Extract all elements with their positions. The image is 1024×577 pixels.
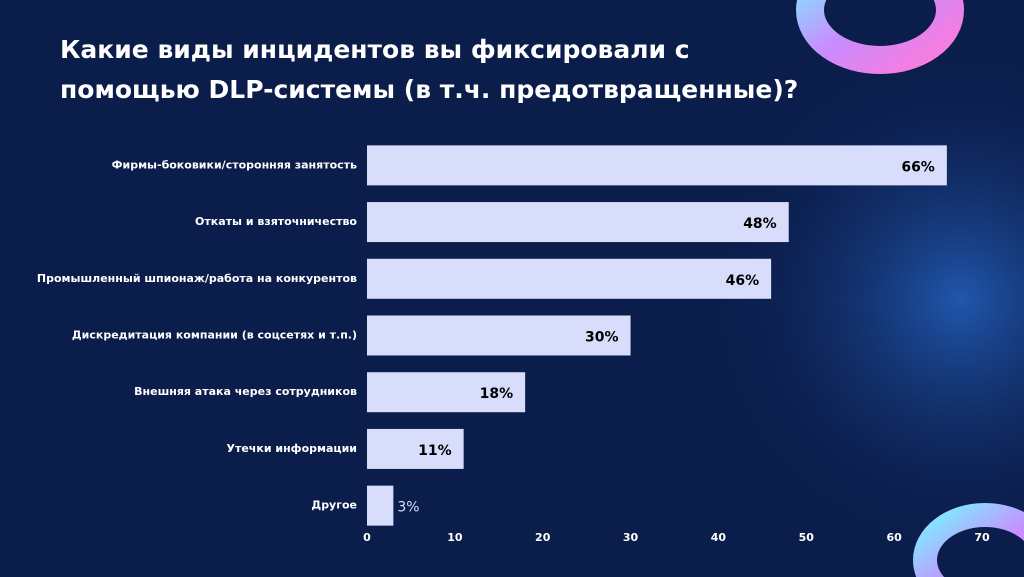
- x-tick-label: 70: [974, 531, 990, 544]
- value-label: 18%: [480, 386, 514, 402]
- value-label: 48%: [743, 216, 777, 232]
- x-tick-label: 40: [711, 531, 727, 544]
- bar: [367, 202, 789, 243]
- value-label: 3%: [397, 500, 419, 516]
- x-tick-label: 10: [447, 531, 463, 544]
- x-tick-label: 30: [623, 531, 639, 544]
- value-label: 46%: [726, 273, 760, 289]
- x-tick-label: 60: [886, 531, 902, 544]
- x-tick-label: 0: [363, 531, 371, 544]
- decor-ring: [796, 0, 964, 74]
- y-tick-label: Фирмы-боковики/сторонняя занятость: [112, 158, 357, 171]
- y-tick-label: Внешняя атака через сотрудников: [134, 385, 357, 398]
- bar: [367, 485, 394, 526]
- x-tick-label: 50: [799, 531, 815, 544]
- plot: 0 10 20 30 40 50 60 70 Фирмы-боковики/сторонняя …: [37, 145, 990, 544]
- decor-ring: [913, 503, 1024, 577]
- chart-title: Какие виды инцидентов вы фиксировали с п…: [60, 35, 799, 104]
- y-tick-label: Другое: [311, 499, 357, 512]
- bar: [367, 372, 526, 413]
- bar: [367, 145, 947, 186]
- bar: [367, 315, 631, 356]
- decor-glow: [700, 40, 1024, 560]
- y-tick-label: Утечки информации: [226, 442, 357, 455]
- x-tick-label: 20: [535, 531, 551, 544]
- y-tick-label: Промышленный шпионаж/работа на конкурент…: [37, 272, 357, 285]
- y-tick-label: Откаты и взяточничество: [195, 215, 357, 228]
- value-label: 66%: [901, 159, 935, 175]
- bar: [367, 258, 772, 299]
- value-label: 11%: [418, 443, 452, 459]
- value-label: 30%: [585, 330, 619, 346]
- bar: [367, 428, 464, 469]
- y-tick-label: Дискредитация компании (в соцсетях и т.п…: [72, 329, 357, 342]
